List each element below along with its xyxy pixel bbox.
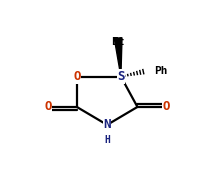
Text: O: O — [44, 100, 52, 113]
Text: H: H — [104, 135, 110, 145]
Text: O: O — [163, 100, 170, 113]
Text: O: O — [73, 70, 80, 83]
Text: Et: Et — [111, 37, 125, 47]
Polygon shape — [114, 38, 122, 77]
Text: Ph: Ph — [154, 66, 167, 76]
Text: S: S — [117, 70, 125, 83]
Text: N: N — [103, 118, 111, 131]
